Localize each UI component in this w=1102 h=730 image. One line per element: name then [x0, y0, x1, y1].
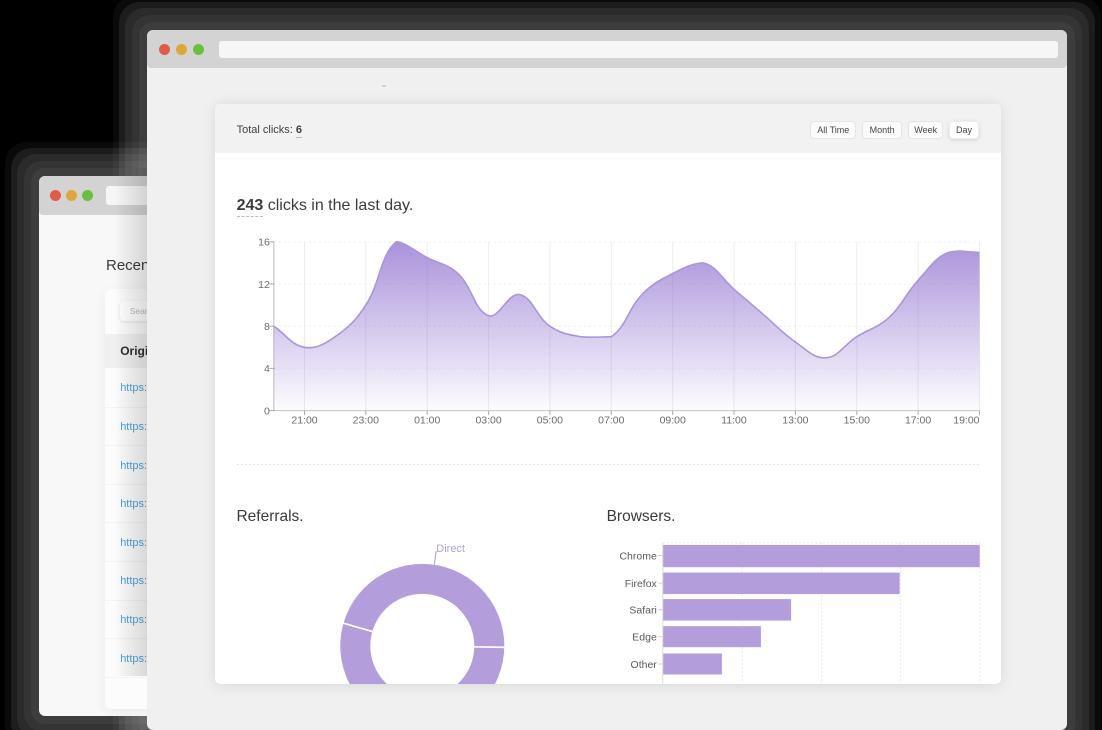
svg-text:Other: Other	[631, 660, 658, 671]
svg-text:07:00: 07:00	[598, 416, 624, 427]
svg-text:Safari: Safari	[630, 606, 657, 617]
svg-text:Edge: Edge	[632, 633, 657, 644]
svg-text:Referrals.: Referrals.	[237, 508, 304, 525]
svg-text:11:00: 11:00	[721, 416, 747, 427]
svg-text:17:00: 17:00	[905, 416, 931, 427]
svg-text:0: 0	[264, 407, 270, 418]
svg-text:19:00: 19:00	[953, 416, 979, 427]
svg-text:13:00: 13:00	[782, 416, 808, 427]
svg-text:Direct: Direct	[436, 543, 465, 555]
svg-text:09:00: 09:00	[660, 416, 686, 427]
svg-text:01:00: 01:00	[414, 416, 440, 427]
svg-text:8: 8	[264, 322, 270, 333]
svg-text:Browsers.: Browsers.	[607, 508, 676, 525]
svg-text:23:00: 23:00	[353, 416, 379, 427]
svg-text:15:00: 15:00	[844, 416, 870, 427]
svg-text:16: 16	[258, 238, 270, 249]
svg-text:21:00: 21:00	[292, 416, 318, 427]
svg-text:03:00: 03:00	[476, 416, 502, 427]
svg-text:4: 4	[264, 365, 270, 376]
svg-text:05:00: 05:00	[537, 416, 563, 427]
svg-text:Firefox: Firefox	[625, 579, 658, 590]
svg-text:12: 12	[258, 280, 270, 291]
svg-text:Chrome: Chrome	[620, 552, 657, 563]
